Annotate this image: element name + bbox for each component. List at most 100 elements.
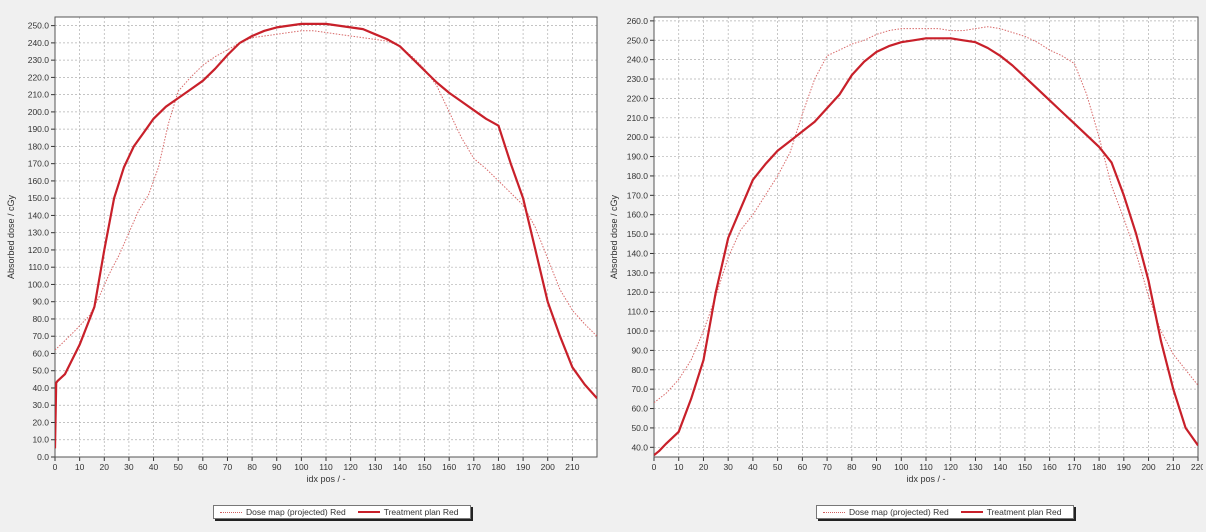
x-tick-label: 180 — [1092, 462, 1106, 472]
series-line-treatment-plan — [55, 22, 597, 449]
legend-label-dose-map: Dose map (projected) Red — [849, 507, 949, 517]
x-tick-label: 170 — [1067, 462, 1081, 472]
y-tick-label: 100.0 — [28, 279, 50, 289]
x-tick-label: 90 — [872, 462, 882, 472]
x-tick-label: 90 — [272, 462, 282, 472]
y-tick-label: 230.0 — [627, 74, 649, 84]
x-tick-label: 150 — [417, 462, 431, 472]
y-tick-label: 220.0 — [28, 72, 50, 82]
x-tick-label: 20 — [100, 462, 110, 472]
x-tick-label: 0 — [652, 462, 657, 472]
x-tick-label: 10 — [674, 462, 684, 472]
y-tick-label: 0.0 — [37, 452, 49, 462]
y-tick-label: 150.0 — [28, 193, 50, 203]
x-tick-label: 100 — [294, 462, 308, 472]
y-tick-label: 190.0 — [627, 152, 649, 162]
y-tick-label: 210.0 — [28, 90, 50, 100]
plot-frame — [653, 16, 1199, 458]
y-tick-label: 100.0 — [627, 326, 649, 336]
x-tick-label: 0 — [53, 462, 58, 472]
x-tick-label: 60 — [798, 462, 808, 472]
solid-line-icon — [357, 511, 380, 513]
x-tick-label: 160 — [442, 462, 456, 472]
series-line-treatment-plan — [654, 37, 1198, 456]
y-tick-label: 10.0 — [32, 435, 49, 445]
legend-entry-treatment-plan: Treatment plan Red — [960, 507, 1062, 517]
y-tick-label: 160.0 — [28, 176, 50, 186]
x-tick-label: 40 — [748, 462, 758, 472]
y-tick-label: 50.0 — [631, 423, 648, 433]
x-tick-label: 80 — [247, 462, 257, 472]
y-tick-label: 120.0 — [28, 245, 50, 255]
y-tick-label: 170.0 — [28, 159, 50, 169]
left-chart-legend: Dose map (projected) Red Treatment plan … — [213, 505, 471, 519]
y-tick-label: 130.0 — [627, 268, 649, 278]
x-axis-label: idx pos / - — [306, 474, 345, 484]
y-tick-label: 220.0 — [627, 93, 649, 103]
x-tick-label: 160 — [1043, 462, 1057, 472]
y-tick-label: 90.0 — [32, 297, 49, 307]
x-tick-label: 200 — [541, 462, 555, 472]
y-tick-label: 240.0 — [28, 38, 50, 48]
y-tick-label: 250.0 — [627, 35, 649, 45]
x-tick-label: 120 — [344, 462, 358, 472]
y-tick-label: 140.0 — [28, 210, 50, 220]
y-tick-label: 250.0 — [28, 21, 50, 31]
y-tick-label: 110.0 — [627, 307, 648, 317]
y-tick-label: 80.0 — [32, 314, 49, 324]
x-tick-label: 130 — [368, 462, 382, 472]
y-tick-label: 70.0 — [631, 384, 648, 394]
legend-entry-treatment-plan: Treatment plan Red — [357, 507, 459, 517]
x-tick-label: 200 — [1141, 462, 1155, 472]
y-axis-label: Absorbed dose / cGy — [6, 194, 16, 279]
legend-label-dose-map: Dose map (projected) Red — [246, 507, 346, 517]
y-tick-label: 190.0 — [28, 124, 50, 134]
x-tick-label: 20 — [699, 462, 709, 472]
x-tick-label: 30 — [124, 462, 134, 472]
x-tick-label: 150 — [1018, 462, 1032, 472]
y-tick-label: 30.0 — [32, 400, 49, 410]
x-tick-label: 180 — [491, 462, 505, 472]
y-tick-label: 60.0 — [32, 348, 49, 358]
y-tick-label: 150.0 — [627, 229, 649, 239]
x-tick-label: 50 — [173, 462, 183, 472]
y-tick-label: 240.0 — [627, 55, 649, 65]
y-tick-label: 210.0 — [627, 113, 649, 123]
legend-label-treatment-plan: Treatment plan Red — [383, 507, 459, 517]
y-tick-label: 20.0 — [32, 417, 49, 427]
x-tick-label: 80 — [847, 462, 857, 472]
x-axis-label: idx pos / - — [906, 474, 945, 484]
y-tick-label: 40.0 — [32, 383, 49, 393]
dotted-line-icon — [823, 511, 845, 513]
x-tick-label: 110 — [319, 462, 333, 472]
x-tick-label: 10 — [75, 462, 85, 472]
right-chart-panel: 40.0 50.0 60.0 70.0 80.0 90.0 100.0 110.0 120.0 1… — [603, 0, 1203, 532]
x-tick-label: 190 — [1117, 462, 1131, 472]
x-tick-label: 110 — [919, 462, 933, 472]
x-tick-label: 30 — [723, 462, 733, 472]
y-tick-label: 70.0 — [32, 331, 49, 341]
x-tick-label: 190 — [516, 462, 530, 472]
y-tick-label: 110.0 — [28, 262, 49, 272]
y-axis-label: Absorbed dose / cGy — [609, 194, 619, 279]
y-tick-label: 180.0 — [627, 171, 649, 181]
x-tick-label: 120 — [944, 462, 958, 472]
right-chart: 40.0 50.0 60.0 70.0 80.0 90.0 100.0 110.0 120.0 1… — [609, 16, 1203, 484]
x-tick-label: 170 — [467, 462, 481, 472]
y-tick-label: 120.0 — [627, 287, 649, 297]
dotted-line-icon — [220, 511, 242, 513]
y-tick-label: 200.0 — [627, 132, 649, 142]
right-chart-legend: Dose map (projected) Red Treatment plan … — [816, 505, 1074, 519]
y-tick-label: 130.0 — [28, 228, 50, 238]
x-tick-label: 70 — [223, 462, 233, 472]
left-chart: 0.0 10.0 20.0 30.0 40.0 50.0 60.0 70.0 80.0 90.0 1… — [6, 16, 598, 484]
y-tick-label: 90.0 — [631, 345, 648, 355]
x-tick-label: 40 — [149, 462, 159, 472]
left-chart-panel: 0.0 10.0 20.0 30.0 40.0 50.0 60.0 70.0 80.0 90.0 1… — [0, 0, 600, 532]
y-tick-label: 40.0 — [631, 442, 648, 452]
y-tick-label: 170.0 — [627, 190, 649, 200]
x-tick-label: 220 — [1191, 462, 1203, 472]
y-tick-label: 80.0 — [631, 365, 648, 375]
legend-entry-dose-map: Dose map (projected) Red — [220, 507, 346, 517]
x-tick-label: 130 — [968, 462, 982, 472]
